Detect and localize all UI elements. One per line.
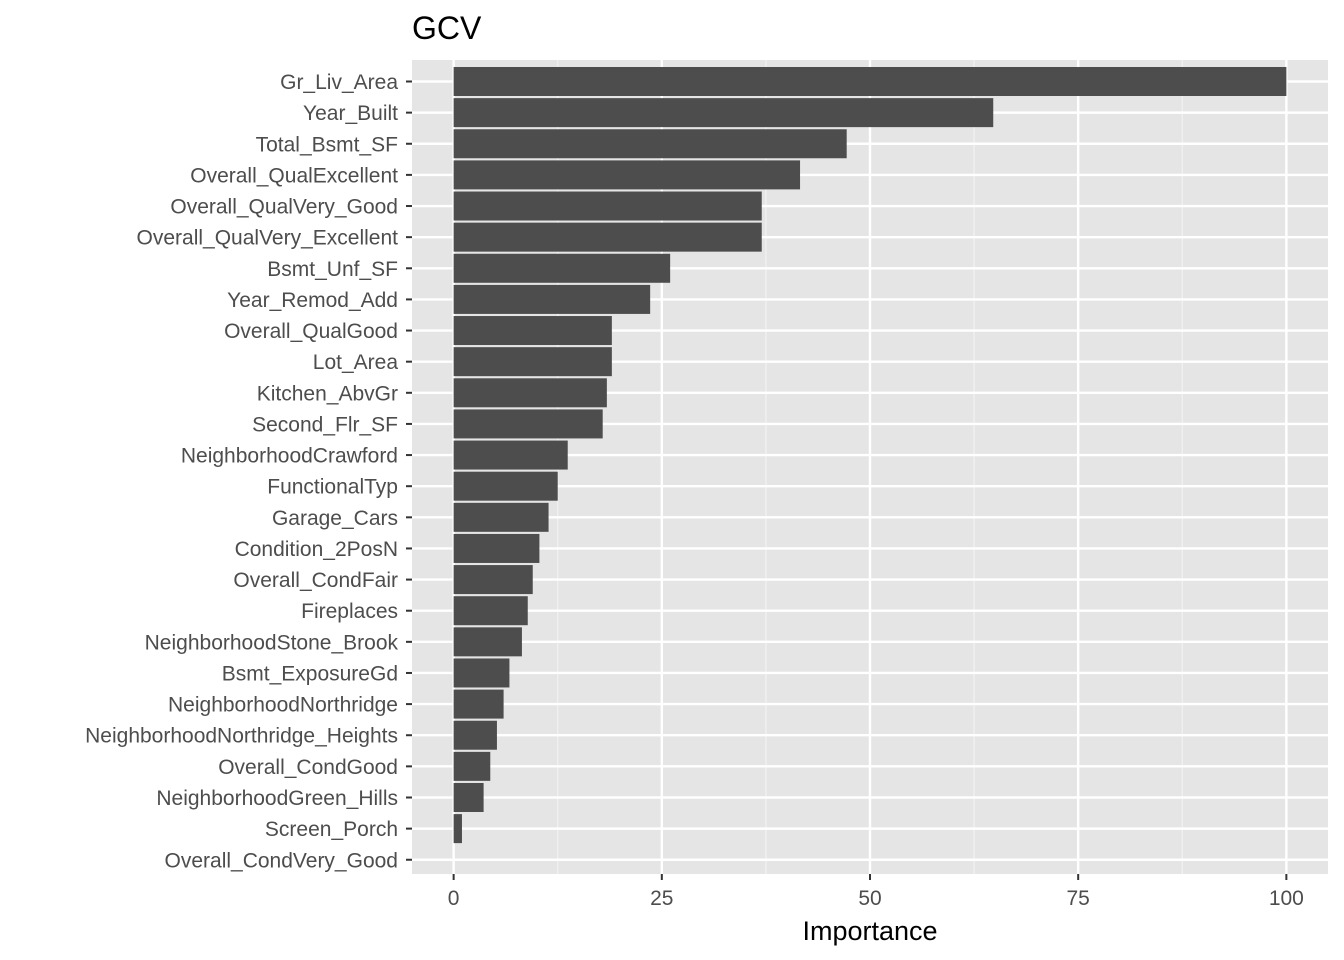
y-tick-label: Overall_QualExcellent — [190, 164, 398, 187]
x-tick-label: 50 — [858, 887, 881, 910]
y-tick-label: Overall_QualVery_Good — [170, 196, 398, 219]
bar — [453, 471, 558, 501]
y-tick-label: Overall_CondFair — [233, 569, 398, 592]
bar — [453, 565, 533, 595]
y-tick-label: Garage_Cars — [272, 507, 398, 530]
bar — [453, 502, 549, 532]
y-tick-label: Overall_QualVery_Excellent — [137, 227, 399, 250]
y-tick-label: FunctionalTyp — [267, 476, 398, 499]
bar — [453, 129, 847, 159]
bar — [453, 533, 540, 563]
bar — [453, 191, 762, 221]
y-tick-label: Condition_2PosN — [235, 538, 398, 561]
y-tick-label: Bsmt_Unf_SF — [267, 258, 398, 281]
y-tick-label: Year_Remod_Add — [227, 289, 398, 312]
y-tick-label: Overall_CondGood — [218, 756, 398, 779]
x-tick-label: 75 — [1067, 887, 1090, 910]
y-tick-label: Fireplaces — [301, 600, 398, 623]
x-axis-title: Importance — [802, 916, 937, 946]
y-tick-label: Year_Built — [303, 102, 398, 125]
y-tick-label: NeighborhoodNorthridge_Heights — [85, 725, 398, 748]
bar — [453, 409, 603, 439]
y-tick-label: Overall_QualGood — [224, 320, 398, 343]
y-tick-label: Bsmt_ExposureGd — [222, 662, 398, 685]
bar — [453, 316, 612, 346]
bar — [453, 751, 491, 781]
x-axis: 0 25 50 75 100 — [448, 874, 1304, 910]
bar — [453, 627, 522, 657]
x-tick-label: 25 — [650, 887, 673, 910]
y-tick-label: Lot_Area — [313, 351, 399, 374]
y-tick-label: Overall_CondVery_Good — [165, 849, 398, 872]
y-tick-label: Total_Bsmt_SF — [256, 133, 398, 156]
y-tick-label: NeighborhoodGreen_Hills — [156, 787, 398, 810]
bar — [453, 160, 801, 190]
bar — [453, 440, 568, 470]
bar — [453, 98, 994, 128]
y-tick-label: NeighborhoodStone_Brook — [145, 631, 399, 654]
y-tick-label: Second_Flr_SF — [252, 413, 398, 436]
bar — [453, 720, 497, 750]
bar — [453, 596, 528, 626]
x-tick-label: 100 — [1269, 887, 1304, 910]
bar — [453, 284, 651, 314]
bar — [453, 689, 504, 719]
bar — [453, 378, 607, 408]
y-tick-label: Gr_Liv_Area — [280, 71, 398, 94]
y-axis: Gr_Liv_Area Year_Built Total_Bsmt_SF Overal… — [85, 71, 412, 872]
bar — [453, 253, 671, 283]
bar — [453, 222, 762, 252]
y-tick-label: Screen_Porch — [265, 818, 398, 841]
bars — [453, 67, 1287, 844]
y-tick-label: Kitchen_AbvGr — [257, 382, 398, 405]
bar — [453, 782, 484, 812]
bar — [453, 814, 462, 844]
bar — [453, 67, 1287, 96]
y-tick-label: NeighborhoodCrawford — [181, 445, 398, 468]
bar — [453, 347, 612, 377]
chart-title: GCV — [412, 10, 482, 46]
y-tick-label: NeighborhoodNorthridge — [168, 694, 398, 717]
bar — [453, 658, 510, 688]
x-tick-label: 0 — [448, 887, 460, 910]
